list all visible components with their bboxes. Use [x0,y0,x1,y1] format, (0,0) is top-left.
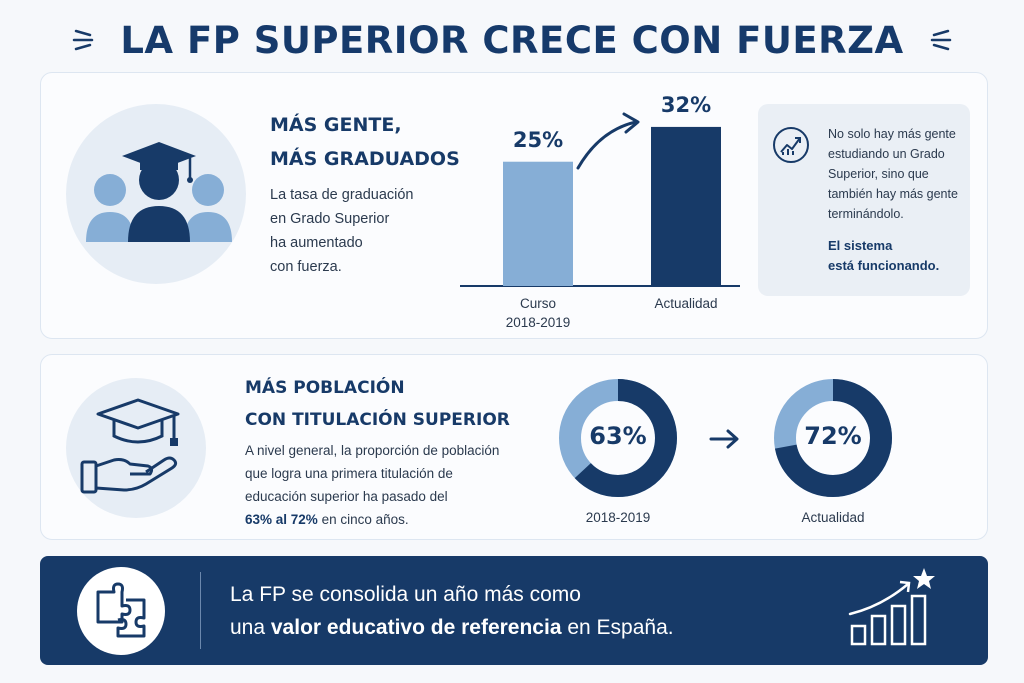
population-body-line: educación superior ha pasado del [245,489,448,504]
hand-graduation-cap-icon [78,394,194,502]
conclusion-banner [40,556,988,665]
graduates-body-line: La tasa de graduación [270,187,414,203]
graduates-heading-line2: MÁS GRADUADOS [270,148,460,170]
growth-arrow-icon [576,120,638,170]
note-text-line: terminándolo. [828,207,904,221]
note-conclusion: El sistema está funcionando. [828,236,968,276]
donut-chart-2018-2019 [559,379,677,497]
banner-text-post: en España. [561,616,674,639]
donut-caption-2018-2019: 2018-2019 [585,510,651,525]
bar-category-line: 2018-2019 [505,315,571,330]
graduates-group-icon [84,138,234,248]
banner-text-pre: una [230,616,271,639]
growth-bars-star-icon [846,566,940,648]
population-body-line: A nivel general, la proporción de poblac… [245,443,500,458]
graduates-body-line: en Grado Superior [270,211,390,227]
note-text-line: No solo hay más gente [828,127,956,141]
bar-value-actualidad: 32% [660,92,712,117]
population-body: A nivel general, la proporción de poblac… [245,439,545,531]
population-body-rest: en cinco años. [317,512,409,527]
bar-actualidad [651,126,721,287]
banner-divider [200,572,201,649]
note-box [758,104,970,296]
donut-chart-actualidad [774,379,892,497]
puzzle-icon [76,566,166,656]
population-heading-line2: CON TITULACIÓN SUPERIOR [245,410,510,430]
trend-up-icon [772,126,810,164]
bar-category-line: Actualidad [654,296,718,311]
note-text: No solo hay más gente estudiando un Grad… [828,124,968,224]
graduates-body: La tasa de graduación en Grado Superior … [270,183,450,279]
graduates-heading: MÁS GENTE, MÁS GRADUADOS [270,108,460,176]
page-header: LA FP SUPERIOR CRECE CON FUERZA [0,10,1024,70]
banner-text: La FP se consolida un año más como una v… [230,578,790,644]
donut-value-arc [559,379,677,497]
page-title: LA FP SUPERIOR CRECE CON FUERZA [120,18,904,62]
note-conclusion-line: El sistema [828,238,893,253]
note-text-line: también hay más gente [828,187,958,201]
donut-caption-actualidad: Actualidad [801,510,865,525]
donut-value-2018-2019: 63% [589,422,647,450]
note-conclusion-line: está funcionando. [828,258,940,273]
title-decoration-right-icon [926,25,952,55]
bar-value-2018-2019: 25% [512,127,564,152]
bar-category-2018-2019: Curso 2018-2019 [488,294,588,332]
note-text-line: Superior, sino que [828,167,929,181]
graduates-heading-line1: MÁS GENTE, [270,114,402,136]
donut-value-arc [774,379,892,497]
bar-category-line: Curso [519,296,556,311]
arrow-right-icon [708,428,742,450]
bar-2018-2019 [503,161,573,286]
graduation-bar-chart [460,112,740,287]
population-highlight: 63% al 72% [245,512,318,527]
bar-category-actualidad: Actualidad [636,294,736,313]
population-heading: MÁS POBLACIÓN CON TITULACIÓN SUPERIOR [245,372,510,436]
title-decoration-left-icon [72,25,98,55]
note-text-line: estudiando un Grado [828,147,945,161]
population-body-line: 63% al 72% en cinco años. [245,508,545,531]
donut-value-actualidad: 72% [804,422,862,450]
population-body-line: que logra una primera titulación de [245,466,453,481]
banner-text-line1: La FP se consolida un año más como [230,583,581,606]
banner-text-bold: valor educativo de referencia [270,616,562,639]
graduates-body-line: ha aumentado [270,235,363,251]
graduates-body-line: con fuerza. [270,259,342,275]
banner-text-line2: una valor educativo de referencia en Esp… [230,611,790,644]
population-heading-line1: MÁS POBLACIÓN [245,378,405,398]
growth-arrow-head-icon [622,112,640,134]
